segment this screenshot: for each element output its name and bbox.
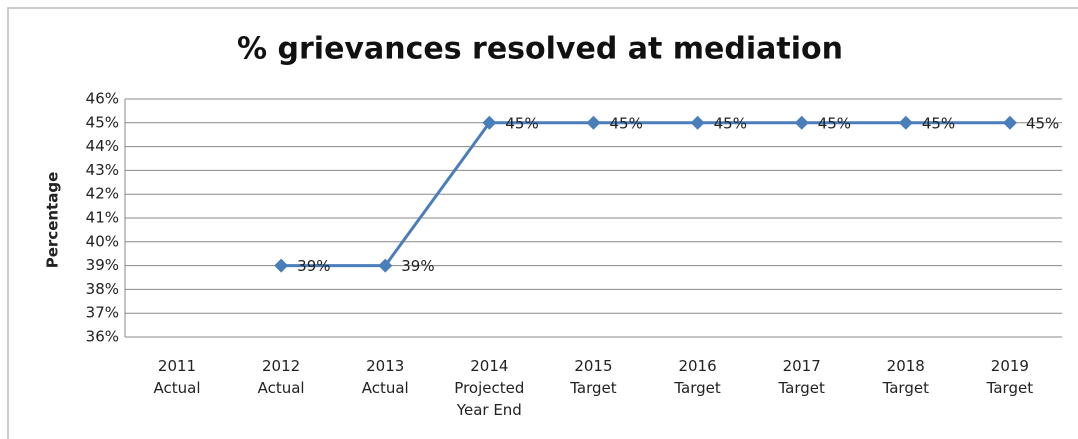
y-tick-label: 36%: [86, 328, 119, 346]
chart-title: % grievances resolved at mediation: [237, 32, 843, 67]
y-tick-label: 44%: [86, 137, 119, 155]
data-label: 39%: [297, 257, 330, 275]
series-line: [281, 121, 1010, 268]
x-tick-label: 2017 Target: [778, 357, 825, 397]
data-point: [378, 258, 393, 273]
y-tick-label: 41%: [86, 209, 119, 227]
data-point: [482, 115, 497, 130]
x-tick-label: 2014 Projected Year End: [454, 357, 525, 419]
x-tick-label: 2019 Target: [986, 357, 1034, 397]
y-tick-label: 37%: [86, 304, 119, 322]
y-tick-label: 46%: [86, 90, 119, 108]
x-tick-label: 2018 Target: [882, 357, 929, 397]
data-label: 45%: [922, 114, 955, 132]
data-label: 45%: [818, 114, 851, 132]
y-tick-label: 45%: [86, 113, 119, 131]
data-point: [794, 115, 809, 130]
data-point: [586, 115, 601, 130]
x-tick-label: 2012 Actual: [257, 357, 305, 397]
x-tick-label: 2013 Actual: [361, 357, 409, 397]
data-point: [898, 115, 913, 130]
data-label: 45%: [1026, 114, 1059, 132]
y-tick-label: 42%: [86, 185, 119, 203]
data-point: [1002, 115, 1017, 130]
data-point: [690, 115, 705, 130]
y-tick-label: 38%: [86, 280, 119, 298]
data-point: [274, 258, 289, 273]
y-tick-label: 39%: [86, 256, 119, 274]
data-label: 39%: [401, 257, 434, 275]
y-axis-label: Percentage: [44, 172, 62, 269]
data-label: 45%: [505, 114, 538, 132]
x-tick-label: 2011 Actual: [153, 357, 201, 397]
chart-frame: [7, 7, 1078, 439]
data-label: 45%: [610, 114, 643, 132]
x-tick-label: 2015 Target: [570, 357, 617, 397]
x-tick-label: 2016 Target: [674, 357, 721, 397]
y-tick-label: 43%: [86, 161, 119, 179]
y-tick-label: 40%: [86, 232, 119, 250]
data-label: 45%: [714, 114, 747, 132]
